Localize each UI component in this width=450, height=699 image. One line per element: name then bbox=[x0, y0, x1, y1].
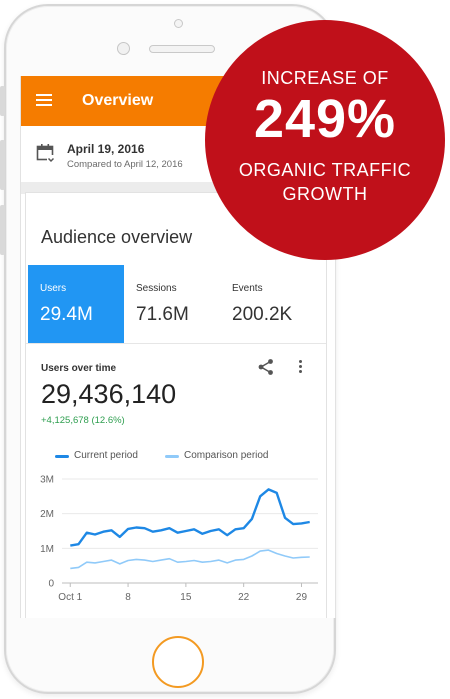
hamburger-menu-icon[interactable] bbox=[36, 94, 52, 106]
y-tick-label: 2M bbox=[40, 509, 54, 520]
metric-value: 200.2K bbox=[232, 304, 293, 325]
y-tick-label: 1M bbox=[40, 544, 54, 555]
share-icon[interactable] bbox=[257, 358, 275, 376]
x-tick-label: 8 bbox=[125, 592, 131, 603]
y-tick-label: 3M bbox=[40, 475, 54, 486]
metric-label: Users bbox=[40, 283, 67, 294]
metric-value: 29.4M bbox=[40, 304, 93, 325]
mute-switch bbox=[0, 86, 5, 116]
series-line-comparison bbox=[70, 549, 310, 570]
traffic-growth-badge: INCREASE OF 249% ORGANIC TRAFFIC GROWTH bbox=[205, 20, 445, 260]
earpiece-speaker bbox=[149, 45, 215, 53]
legend-comparison-period: Comparison period bbox=[184, 450, 269, 461]
phone-screen: Overview April 19, 2016 Compared to Apri… bbox=[20, 76, 336, 618]
audience-overview-card: Audience overview Users 29.4M Sessions 7… bbox=[25, 192, 327, 618]
front-sensor bbox=[174, 19, 183, 28]
metric-value: 71.6M bbox=[136, 304, 189, 325]
metric-tab-events[interactable]: Events 200.2K bbox=[220, 265, 324, 343]
metric-label: Sessions bbox=[136, 283, 177, 294]
selected-date: April 19, 2016 bbox=[67, 142, 145, 156]
users-change: +4,125,678 (12.6%) bbox=[41, 415, 125, 426]
page-title: Overview bbox=[82, 92, 154, 109]
comparison-date: Compared to April 12, 2016 bbox=[67, 159, 183, 170]
home-button[interactable] bbox=[152, 636, 204, 688]
x-tick-label: 15 bbox=[180, 592, 192, 603]
badge-line-4: GROWTH bbox=[282, 184, 368, 204]
legend-current-period: Current period bbox=[74, 450, 138, 461]
volume-down-button bbox=[0, 205, 5, 255]
users-total: 29,436,140 bbox=[41, 379, 177, 409]
series-line-current bbox=[70, 488, 310, 547]
divider bbox=[26, 343, 326, 344]
users-line-chart: 3M 2M 1M 0 Oct 1 8 15 22 29 bbox=[40, 475, 318, 603]
more-options-icon[interactable] bbox=[299, 360, 303, 375]
metric-tab-sessions[interactable]: Sessions 71.6M bbox=[124, 265, 220, 343]
legend-swatch-current bbox=[55, 455, 69, 458]
volume-up-button bbox=[0, 140, 5, 190]
badge-line-1: INCREASE OF bbox=[261, 68, 389, 88]
x-tick-label: 22 bbox=[238, 592, 250, 603]
users-over-time-label: Users over time bbox=[41, 363, 117, 374]
y-tick-label: 0 bbox=[48, 579, 54, 590]
x-tick-label: 29 bbox=[296, 592, 308, 603]
metric-tab-users[interactable]: Users 29.4M bbox=[28, 265, 124, 343]
legend-swatch-comparison bbox=[165, 455, 179, 458]
metric-label: Events bbox=[232, 283, 263, 294]
card-title: Audience overview bbox=[41, 227, 193, 247]
x-tick-label: Oct 1 bbox=[58, 592, 82, 603]
badge-line-3: ORGANIC TRAFFIC bbox=[238, 160, 412, 180]
badge-percentage: 249% bbox=[253, 89, 397, 149]
front-camera bbox=[117, 42, 130, 55]
calendar-icon bbox=[36, 144, 55, 163]
